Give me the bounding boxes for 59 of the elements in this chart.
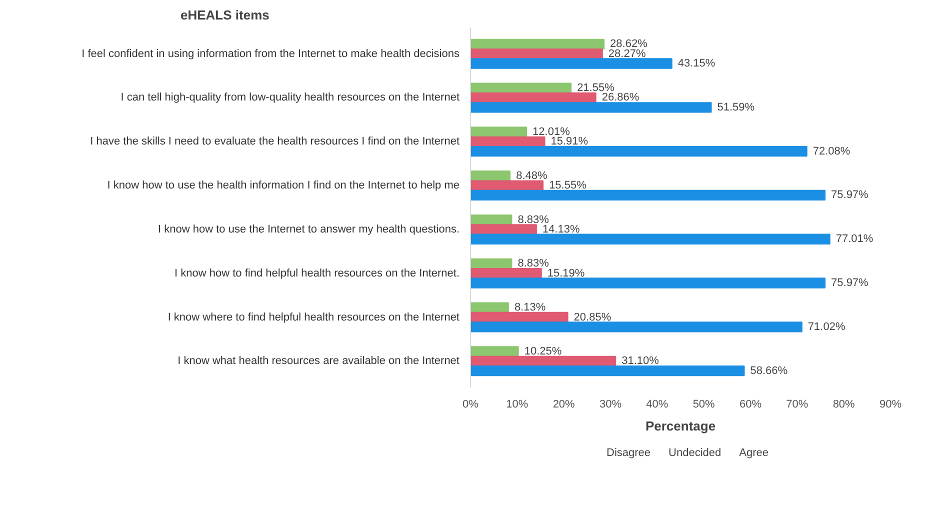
x-tick-label: 0% <box>462 398 479 410</box>
data-label: 75.97% <box>831 277 869 290</box>
data-label: 8.83% <box>518 214 550 226</box>
data-label: 20.85% <box>574 311 612 324</box>
data-label: 8.13% <box>514 302 546 314</box>
text: Undecided <box>668 447 722 459</box>
text: Disagree <box>606 447 651 459</box>
bar <box>470 365 745 376</box>
x-axis-title: Percentage <box>645 418 716 434</box>
y-tick-label: I have the skills I need to evaluate the health resources I find on the Internet <box>90 136 460 148</box>
y-axis-title: eHEALS items <box>180 8 270 22</box>
bar <box>470 126 528 138</box>
bar <box>470 180 544 191</box>
data-label: 26.86% <box>602 92 640 104</box>
x-tick-label: 90% <box>879 398 902 410</box>
x-tick-label: 40% <box>646 398 668 410</box>
data-label: 15.91% <box>550 136 588 148</box>
bar <box>470 102 712 113</box>
y-tick-label: I feel confident in using information from the Internet to make health decisions <box>82 48 460 60</box>
bar <box>470 346 519 357</box>
data-label: 71.02% <box>808 320 846 333</box>
y-tick-label: I know what health resources are available on the Internet <box>178 355 460 368</box>
bar <box>470 146 808 157</box>
bar <box>470 322 802 332</box>
bar <box>470 190 826 201</box>
x-tick-label: 70% <box>786 398 808 410</box>
y-tick-label: I know how to use the Internet to answer my health questions. <box>158 223 460 236</box>
y-tick-label: I can tell high-quality from low-quality health resources on the Internet <box>120 92 460 104</box>
x-tick-label: 50% <box>692 398 716 410</box>
data-label: 77.01% <box>836 233 874 246</box>
y-tick-label: I know where to find helpful health resources on the Internet <box>168 311 460 324</box>
data-label: 72.08% <box>812 145 850 158</box>
x-tick-label: 10% <box>506 398 528 410</box>
data-label: 28.62% <box>610 38 648 50</box>
data-label: 8.83% <box>518 258 550 270</box>
data-label: 58.66% <box>750 364 788 377</box>
data-label: 43.15% <box>678 58 716 70</box>
data-label: 8.48% <box>516 170 548 182</box>
data-label: 21.55% <box>577 82 615 94</box>
data-label: 10.25% <box>524 346 562 358</box>
data-label: 75.97% <box>831 189 869 202</box>
y-tick-label: I know how to find helpful health resources on the Internet. <box>174 267 460 280</box>
x-tick-label: 30% <box>599 398 622 410</box>
data-label: 12.01% <box>532 126 570 138</box>
bar <box>470 278 826 288</box>
data-label: 51.59% <box>717 101 755 114</box>
x-tick-label: 80% <box>832 398 856 410</box>
bar <box>470 234 830 244</box>
data-label: 28.27% <box>608 48 646 60</box>
data-label: 15.19% <box>547 267 585 280</box>
bar <box>470 58 672 69</box>
x-tick-label: 20% <box>552 398 576 410</box>
bar <box>470 224 537 235</box>
data-label: 14.13% <box>542 223 580 236</box>
text: Agree <box>739 447 768 459</box>
y-tick-label: I know how to use the health information I find on the Internet to help me <box>107 180 460 192</box>
data-label: 15.55% <box>549 180 587 192</box>
x-tick-label: 60% <box>739 398 762 410</box>
data-label: 31.10% <box>622 355 660 368</box>
